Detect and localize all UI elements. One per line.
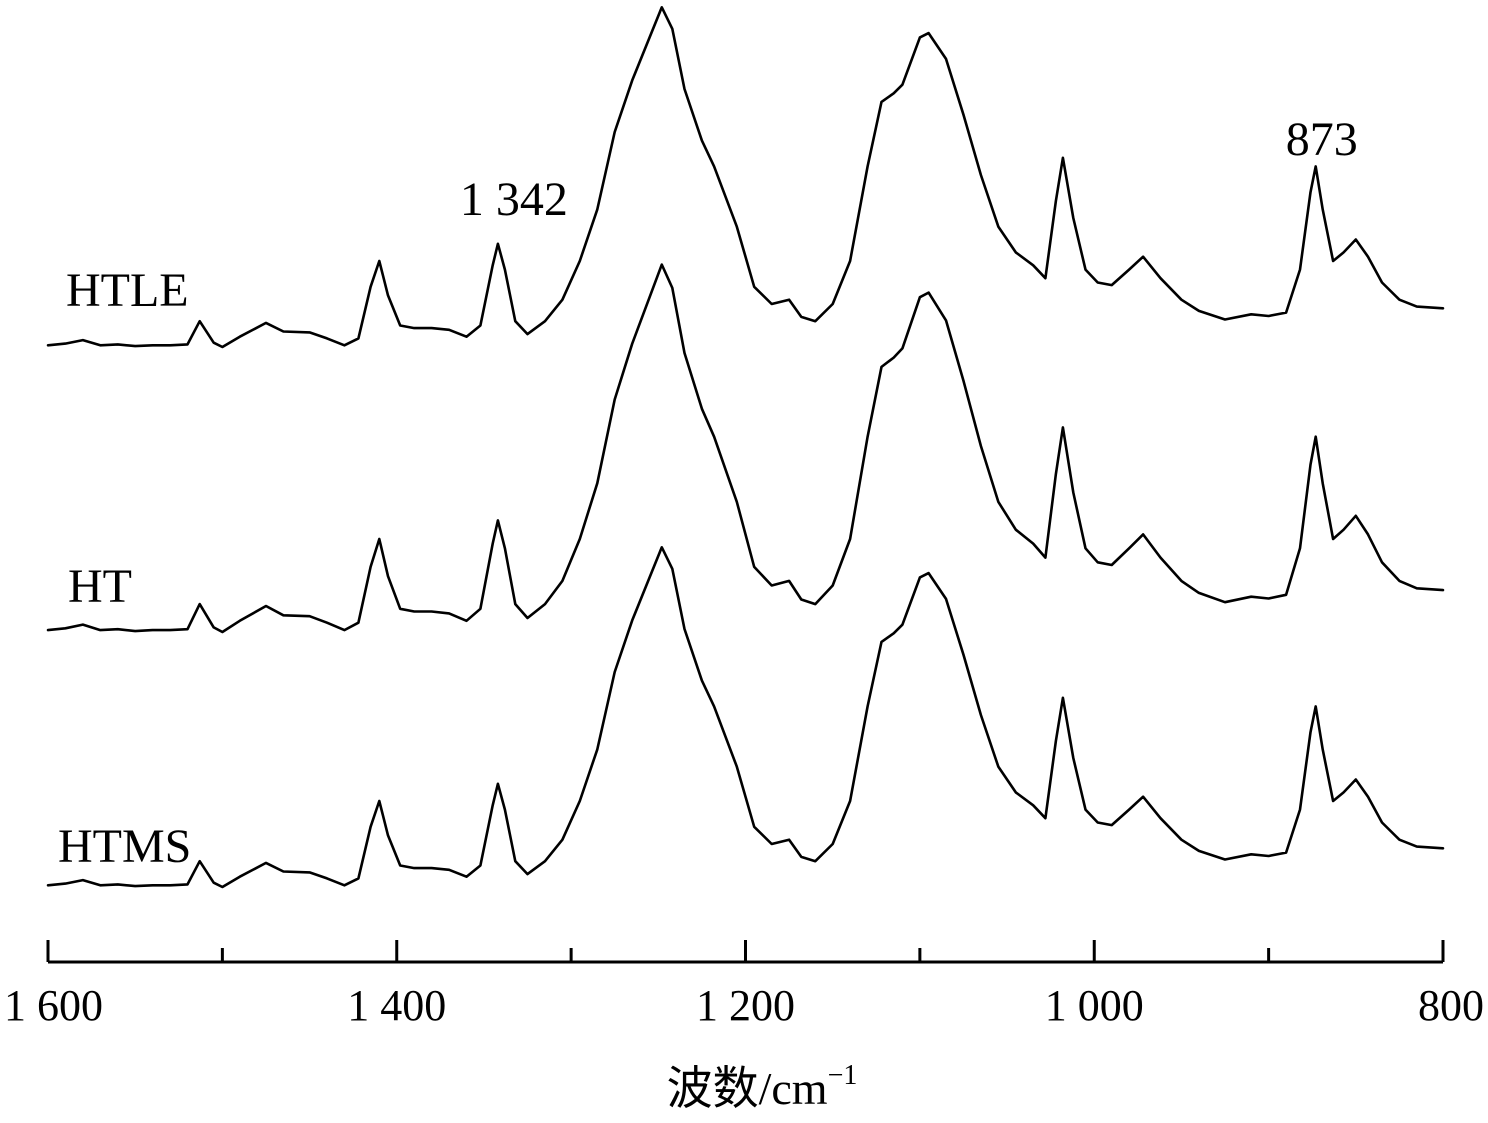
spectra-traces <box>46 6 1445 889</box>
x-tick-label-1400: 1 400 <box>347 981 446 1030</box>
peak-annotations: 1 342 873 <box>460 113 1358 226</box>
x-axis: 1 600 1 400 1 200 1 000 800 <box>4 940 1484 1030</box>
peak-annotation-1342: 1 342 <box>460 173 568 226</box>
x-axis-title-main: 波数/cm <box>667 1063 828 1114</box>
series-label-htms: HTMS <box>58 820 191 873</box>
x-tick-label-1600: 1 600 <box>4 981 103 1030</box>
x-axis-title: 波数/cm−1 <box>667 1060 858 1114</box>
x-tick-label-1000: 1 000 <box>1045 981 1144 1030</box>
x-axis-title-superscript: −1 <box>828 1060 858 1091</box>
x-tick-label-800: 800 <box>1418 981 1484 1030</box>
peak-annotation-873: 873 <box>1286 113 1358 166</box>
series-label-htle: HTLE <box>66 264 189 317</box>
x-tick-label-1200: 1 200 <box>696 981 795 1030</box>
series-line-ht <box>46 263 1445 634</box>
series-line-htle <box>46 6 1445 349</box>
series-line-htms <box>46 546 1445 889</box>
series-label-ht: HT <box>68 560 132 613</box>
series-labels: HTLE HT HTMS <box>58 264 191 873</box>
